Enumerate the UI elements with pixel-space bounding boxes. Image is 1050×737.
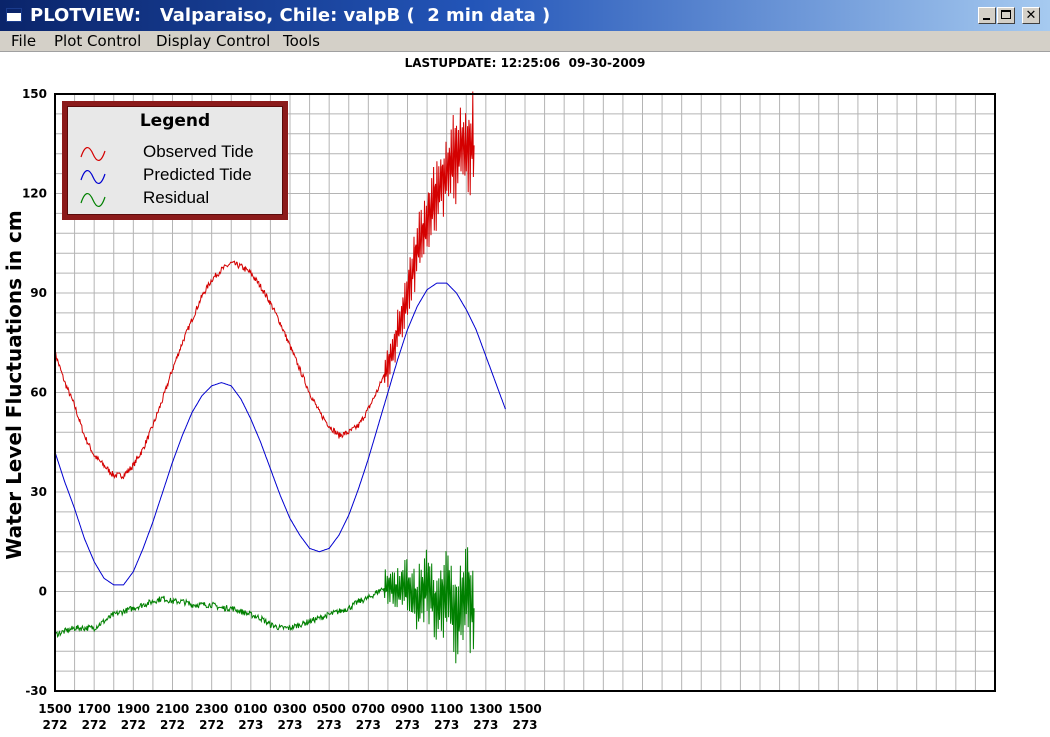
residual-line <box>54 547 475 664</box>
x-tick-day-label: 273 <box>434 718 459 732</box>
menu-plot-control[interactable]: Plot Control <box>54 32 142 50</box>
minimize-icon <box>983 18 990 20</box>
y-axis-label: Water Level Fluctuations in cm <box>2 210 26 560</box>
plot-frame <box>54 93 996 692</box>
x-tick-label: 1500 <box>508 702 541 716</box>
y-tick-label: -30 <box>25 684 47 698</box>
minimize-button[interactable] <box>978 7 996 24</box>
x-tick-label: 2300 <box>195 702 228 716</box>
x-tick-day-label: 273 <box>277 718 302 732</box>
y-tick-label: 120 <box>22 187 47 201</box>
y-axis-ticks: -30 0 30 60 90 120 150 <box>22 87 47 698</box>
close-button[interactable]: ✕ <box>1022 7 1040 24</box>
observed-tide-swatch-icon <box>80 147 106 161</box>
app-window-icon[interactable] <box>6 8 22 22</box>
x-tick-label: 1700 <box>77 702 110 716</box>
maximize-button[interactable] <box>997 7 1015 24</box>
y-tick-label: 0 <box>39 585 47 599</box>
close-icon: ✕ <box>1025 8 1037 23</box>
chart-grid <box>54 93 996 692</box>
y-tick-label: 90 <box>30 286 47 300</box>
x-tick-label: 0500 <box>312 702 345 716</box>
observed-tide-line <box>54 91 475 480</box>
x-tick-label: 0100 <box>234 702 267 716</box>
x-tick-label: 0700 <box>352 702 385 716</box>
y-axis-label-wrap: Water Level Fluctuations in cm <box>2 85 26 685</box>
legend-label-residual: Residual <box>143 188 210 207</box>
last-update-label: LASTUPDATE: 12:25:06 09-30-2009 <box>404 56 646 70</box>
menu-display-control[interactable]: Display Control <box>156 32 271 50</box>
x-tick-label: 1100 <box>430 702 463 716</box>
menu-file[interactable]: File <box>11 32 37 50</box>
x-tick-label: 1500 <box>38 702 71 716</box>
menu-bar: File Plot Control Display Control Tools <box>0 31 1050 52</box>
menu-tools[interactable]: Tools <box>283 32 320 50</box>
chart-series <box>54 91 506 664</box>
x-tick-day-label: 273 <box>512 718 537 732</box>
x-tick-day-label: 273 <box>395 718 420 732</box>
predicted-tide-line <box>54 282 506 586</box>
legend-label-observed-tide: Observed Tide <box>143 142 254 161</box>
maximize-icon <box>1001 10 1011 19</box>
y-tick-label: 60 <box>30 386 47 400</box>
x-tick-day-label: 272 <box>199 718 224 732</box>
x-tick-label: 0900 <box>391 702 424 716</box>
tide-chart: -30 0 30 60 90 120 150 1500 272 1700 272 1900 272 21… <box>22 87 996 732</box>
x-tick-day-label: 273 <box>356 718 381 732</box>
x-tick-label: 1300 <box>469 702 502 716</box>
x-tick-label: 2100 <box>156 702 189 716</box>
x-tick-day-label: 272 <box>121 718 146 732</box>
title-bar[interactable]: PLOTVIEW: Valparaiso, Chile: valpB ( 2 m… <box>0 0 1050 31</box>
residual-swatch-icon <box>80 193 106 207</box>
legend-title: Legend <box>139 111 211 131</box>
x-tick-day-label: 272 <box>82 718 107 732</box>
x-axis-ticks: 1500 272 1700 272 1900 272 2100 272 2300 272 0100 2… <box>38 702 541 732</box>
x-tick-label: 0300 <box>273 702 306 716</box>
legend[interactable]: Legend Observed Tide Predicted Tide Resi… <box>62 101 288 220</box>
predicted-tide-swatch-icon <box>80 170 106 184</box>
x-tick-label: 1900 <box>117 702 150 716</box>
x-tick-day-label: 272 <box>42 718 67 732</box>
y-tick-label: 150 <box>22 87 47 101</box>
x-tick-day-label: 272 <box>160 718 185 732</box>
x-tick-day-label: 273 <box>473 718 498 732</box>
x-tick-day-label: 273 <box>317 718 342 732</box>
legend-label-predicted-tide: Predicted Tide <box>143 165 252 184</box>
window-title: PLOTVIEW: Valparaiso, Chile: valpB ( 2 m… <box>30 5 551 26</box>
y-tick-label: 30 <box>30 485 47 499</box>
x-tick-day-label: 273 <box>238 718 263 732</box>
